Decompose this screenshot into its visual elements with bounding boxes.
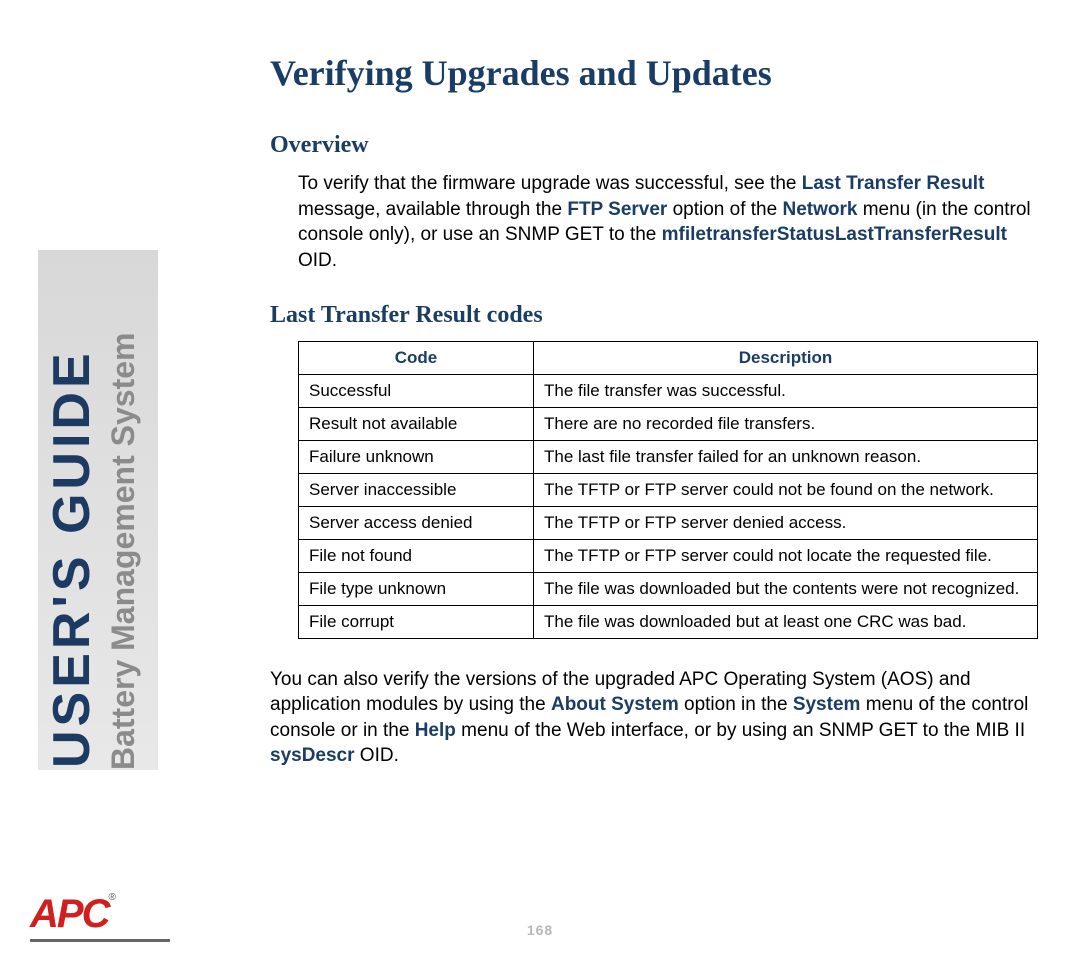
desc-cell: The file was downloaded but at least one… — [534, 605, 1038, 638]
result-codes-table: Code Description SuccessfulThe file tran… — [298, 341, 1038, 639]
text-fragment: option of the — [667, 199, 782, 220]
text-fragment: OID. — [355, 745, 399, 766]
table-row: File not foundThe TFTP or FTP server cou… — [299, 539, 1038, 572]
table-header-row: Code Description — [299, 341, 1038, 374]
desc-cell: The file was downloaded but the contents… — [534, 572, 1038, 605]
text-fragment: menu of the Web interface, or by using a… — [456, 720, 1025, 741]
oid-term: mfiletransferStatusLastTransferResult — [662, 224, 1007, 245]
last-transfer-result-term: Last Transfer Result — [802, 173, 985, 194]
code-cell: Result not available — [299, 407, 534, 440]
code-cell: Successful — [299, 374, 534, 407]
logo-text: APC — [30, 892, 108, 936]
logo-registered: ® — [108, 892, 115, 903]
page-number: 168 — [527, 922, 553, 938]
ftp-server-term: FTP Server — [567, 199, 667, 220]
col-header-description: Description — [534, 341, 1038, 374]
sidebar-title-main: USER'S GUIDE — [42, 349, 102, 768]
desc-cell: The TFTP or FTP server denied access. — [534, 506, 1038, 539]
sysdescr-term: sysDescr — [270, 745, 355, 766]
code-cell: File corrupt — [299, 605, 534, 638]
table-row: SuccessfulThe file transfer was successf… — [299, 374, 1038, 407]
table-row: File corruptThe file was downloaded but … — [299, 605, 1038, 638]
table-row: Server access deniedThe TFTP or FTP serv… — [299, 506, 1038, 539]
col-header-code: Code — [299, 341, 534, 374]
desc-cell: The TFTP or FTP server could not locate … — [534, 539, 1038, 572]
desc-cell: The last file transfer failed for an unk… — [534, 440, 1038, 473]
codes-heading: Last Transfer Result codes — [270, 302, 1040, 329]
table-row: File type unknownThe file was downloaded… — [299, 572, 1038, 605]
system-term: System — [793, 694, 861, 715]
code-cell: Server inaccessible — [299, 473, 534, 506]
table-row: Server inaccessibleThe TFTP or FTP serve… — [299, 473, 1038, 506]
about-system-term: About System — [551, 694, 679, 715]
text-fragment: message, available through the — [298, 199, 567, 220]
desc-cell: There are no recorded file transfers. — [534, 407, 1038, 440]
desc-cell: The file transfer was successful. — [534, 374, 1038, 407]
overview-paragraph: To verify that the firmware upgrade was … — [298, 171, 1040, 274]
table-body: SuccessfulThe file transfer was successf… — [299, 374, 1038, 638]
code-cell: Failure unknown — [299, 440, 534, 473]
table-row: Result not availableThere are no recorde… — [299, 407, 1038, 440]
text-fragment: OID. — [298, 250, 337, 271]
code-cell: Server access denied — [299, 506, 534, 539]
code-cell: File type unknown — [299, 572, 534, 605]
code-cell: File not found — [299, 539, 534, 572]
footer-paragraph: You can also verify the versions of the … — [270, 667, 1040, 770]
brand-logo: APC® — [30, 892, 170, 936]
page-title: Verifying Upgrades and Updates — [270, 52, 1040, 94]
sidebar-title-sub: Battery Management System — [105, 333, 142, 770]
network-term: Network — [782, 199, 857, 220]
text-fragment: To verify that the firmware upgrade was … — [298, 173, 802, 194]
overview-heading: Overview — [270, 132, 1040, 159]
table-row: Failure unknownThe last file transfer fa… — [299, 440, 1038, 473]
desc-cell: The TFTP or FTP server could not be foun… — [534, 473, 1038, 506]
sidebar: USER'S GUIDE Battery Management System — [0, 0, 200, 966]
text-fragment: option in the — [679, 694, 793, 715]
help-term: Help — [415, 720, 456, 741]
logo-underline — [30, 939, 170, 942]
page-content: Verifying Upgrades and Updates Overview … — [270, 52, 1040, 797]
